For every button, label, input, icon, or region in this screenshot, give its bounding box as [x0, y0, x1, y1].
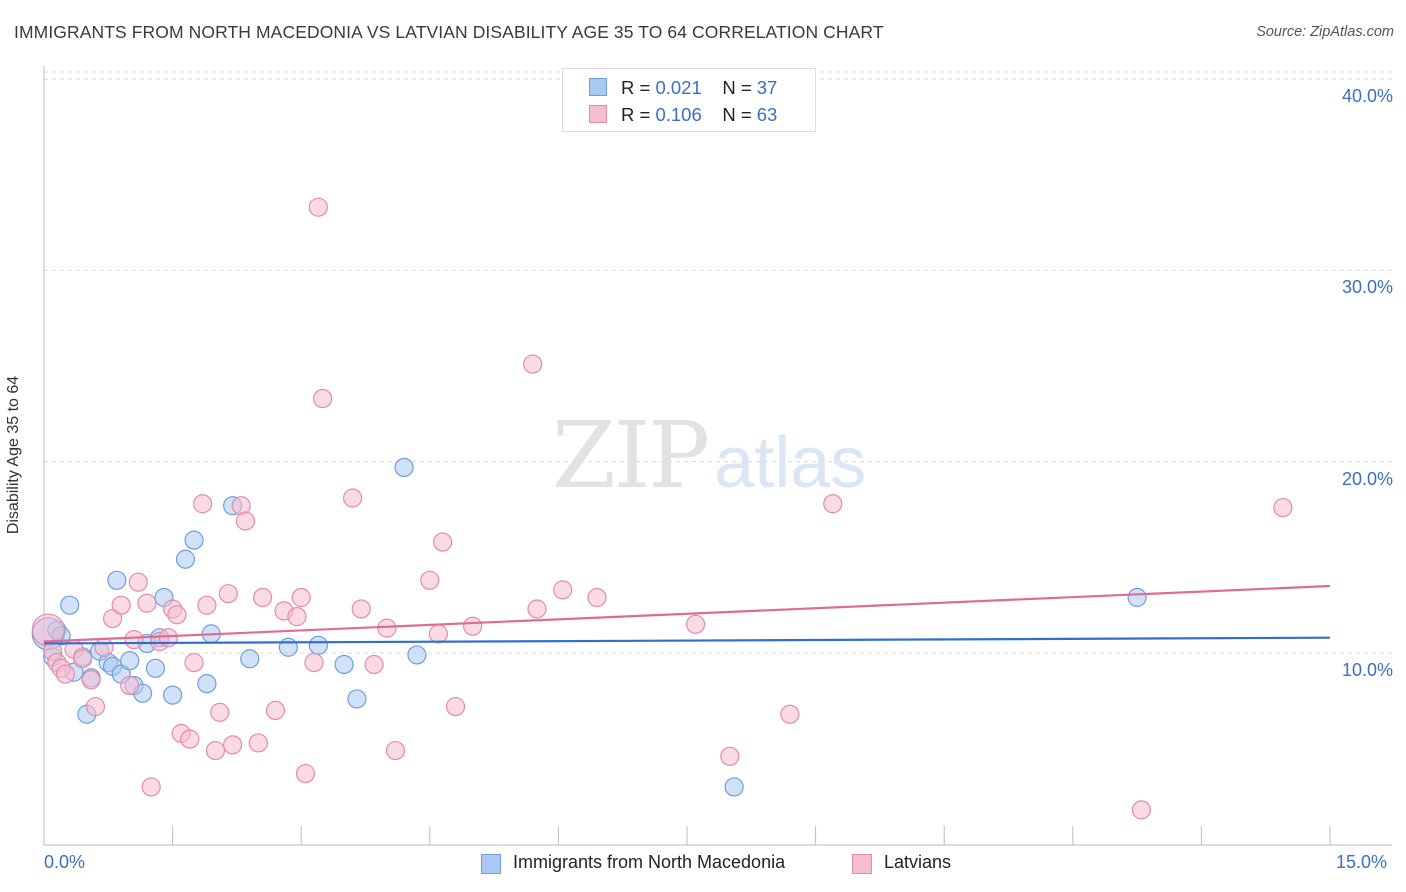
point-blue-34 — [724, 777, 744, 797]
point-pink-59 — [823, 494, 843, 514]
point-pink-37 — [291, 587, 311, 608]
point-pink-53 — [527, 599, 547, 619]
point-pink-29 — [223, 735, 243, 755]
legend-n-label-1: N = — [722, 77, 757, 98]
point-pink-42 — [343, 488, 363, 508]
point-pink-43 — [351, 599, 371, 619]
points-layer — [31, 197, 1293, 820]
point-blue-18 — [145, 658, 166, 678]
point-pink-39 — [304, 652, 324, 673]
point-pink-6 — [72, 649, 93, 669]
trend-line-pink — [43, 584, 1331, 643]
point-pink-57 — [720, 746, 740, 766]
point-pink-34 — [265, 700, 286, 721]
legend-n-value-2: 63 — [756, 104, 778, 125]
point-pink-8 — [85, 696, 106, 717]
point-pink-20 — [167, 605, 187, 625]
point-pink-45 — [377, 618, 397, 638]
y-tick-label-30: 30.0% — [1341, 277, 1393, 298]
point-pink-52 — [523, 354, 543, 374]
point-blue-23 — [184, 530, 204, 550]
source-label: Source: ZipAtlas.com — [1256, 24, 1394, 40]
point-pink-4 — [55, 664, 76, 684]
point-pink-36 — [287, 607, 307, 627]
trend-line-blue — [43, 636, 1331, 645]
point-pink-27 — [210, 702, 230, 722]
point-blue-14 — [120, 651, 140, 671]
point-pink-23 — [184, 652, 204, 673]
x-tick-label-max: 15.0% — [1336, 852, 1388, 872]
point-pink-24 — [193, 494, 213, 514]
point-pink-31 — [235, 511, 256, 531]
point-blue-29 — [308, 635, 328, 655]
point-blue-12 — [107, 570, 127, 590]
trend-layer — [43, 584, 1331, 645]
legend-n-value-1: 37 — [756, 77, 778, 98]
point-blue-32 — [394, 457, 414, 478]
point-pink-40 — [308, 197, 328, 217]
point-blue-31 — [347, 689, 367, 709]
legend-n-label-2: N = — [722, 104, 757, 125]
point-pink-49 — [433, 532, 453, 552]
point-pink-61 — [1273, 497, 1293, 518]
point-pink-12 — [120, 675, 140, 696]
point-pink-22 — [180, 729, 200, 749]
legend-swatch-blue — [589, 78, 607, 96]
point-pink-32 — [248, 733, 268, 753]
point-pink-28 — [218, 584, 238, 604]
point-blue-35 — [1127, 587, 1147, 608]
point-pink-33 — [253, 587, 273, 608]
point-blue-22 — [175, 549, 196, 569]
point-pink-58 — [780, 704, 800, 724]
point-pink-25 — [197, 595, 217, 615]
point-pink-54 — [553, 580, 573, 600]
y-tick-label-40: 40.0% — [1341, 86, 1393, 106]
point-pink-46 — [385, 740, 406, 761]
point-blue-27 — [240, 649, 260, 669]
point-pink-55 — [587, 587, 607, 608]
point-pink-51 — [463, 616, 483, 636]
point-blue-21 — [163, 685, 183, 705]
legend-r-value-2: 0.106 — [655, 104, 702, 125]
point-blue-4 — [60, 595, 80, 615]
point-blue-28 — [278, 637, 298, 657]
point-pink-14 — [128, 572, 148, 592]
legend-r-label-2: R = — [621, 104, 656, 125]
point-pink-11 — [111, 595, 131, 615]
point-pink-16 — [141, 777, 161, 797]
point-pink-9 — [94, 637, 114, 657]
point-pink-60 — [1131, 800, 1151, 820]
point-pink-38 — [295, 763, 316, 784]
point-pink-26 — [205, 740, 226, 761]
point-pink-15 — [137, 593, 157, 613]
legend-r-label-1: R = — [621, 77, 656, 98]
bottom-legend-label-2: Latvians — [884, 852, 952, 872]
legend-swatch-pink — [589, 105, 607, 123]
point-pink-48 — [428, 624, 448, 644]
y-tick-label-10: 10.0% — [1341, 660, 1393, 680]
x-tick-label-min: 0.0% — [44, 852, 86, 872]
point-blue-24 — [197, 674, 217, 694]
bottom-legend-label-1: Immigrants from North Macedonia — [513, 852, 786, 872]
point-blue-33 — [407, 645, 427, 665]
point-pink-50 — [445, 696, 466, 717]
stats-legend: R = 0.021 N = 37 R = 0.106 N = 63 — [562, 68, 816, 132]
point-pink-44 — [364, 654, 384, 675]
axis-layer — [43, 66, 1392, 846]
point-pink-10 — [102, 608, 123, 629]
point-pink-41 — [313, 388, 333, 409]
bottom-legend-swatch-blue — [481, 854, 501, 874]
legend-r-value-1: 0.021 — [655, 77, 702, 98]
chart-title: IMMIGRANTS FROM NORTH MACEDONIA VS LATVI… — [14, 22, 884, 42]
point-pink-7 — [81, 670, 101, 690]
grid-layer — [44, 71, 1392, 654]
bottom-legend-swatch-pink — [852, 854, 872, 874]
point-pink-47 — [420, 570, 440, 590]
y-tick-label-20: 20.0% — [1341, 468, 1393, 489]
point-blue-30 — [334, 654, 354, 675]
point-pink-13 — [124, 630, 144, 650]
y-axis-title: Disability Age 35 to 64 — [5, 375, 22, 535]
point-pink-56 — [685, 614, 706, 634]
